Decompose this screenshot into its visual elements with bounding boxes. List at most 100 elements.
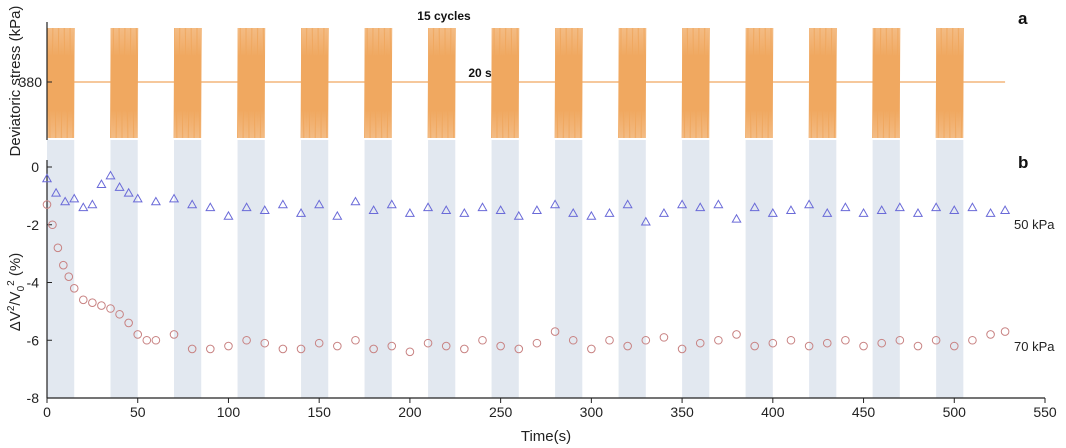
x-tick-label-50: 50: [130, 404, 146, 420]
panel-label-a: a: [1018, 9, 1028, 28]
y-tick-label--2: -2: [27, 217, 40, 233]
point-circle: [641, 335, 651, 345]
stress-envelope-11: [682, 28, 710, 138]
stress-envelope-3: [174, 28, 202, 138]
point-circle: [877, 338, 886, 348]
loading-band-9: [555, 140, 583, 398]
point-triangle: [767, 207, 778, 217]
loading-band-11: [682, 140, 710, 398]
point-circle: [64, 272, 74, 282]
point-triangle: [87, 199, 98, 209]
point-triangle: [967, 202, 978, 212]
point-circle: [133, 330, 143, 339]
stress-block-13: [808, 27, 837, 139]
point-triangle: [114, 182, 125, 191]
point-circle: [986, 330, 995, 339]
point-circle: [714, 335, 723, 345]
stress-block-10: [618, 27, 647, 139]
loading-band-1: [47, 140, 75, 398]
point-triangle: [912, 207, 924, 217]
point-circle: [405, 347, 415, 357]
point-triangle: [477, 202, 488, 212]
stress-block-15: [935, 27, 964, 139]
point-triangle: [277, 199, 288, 209]
point-circle: [124, 318, 133, 328]
stress-block-14: [872, 27, 901, 139]
stress-cycles-15: [935, 27, 964, 139]
point-circle: [423, 338, 433, 348]
stress-envelope-4: [237, 28, 265, 138]
point-triangle: [332, 210, 343, 220]
point-circle: [1000, 327, 1010, 336]
point-circle: [242, 335, 251, 345]
panel-b-y-axis-title: ΔV2/V02 (%): [6, 253, 27, 331]
y-tick-label--6: -6: [27, 332, 40, 348]
point-circle: [314, 338, 324, 348]
point-triangle: [205, 202, 216, 212]
point-triangle: [949, 205, 960, 214]
stress-block-6: [364, 27, 393, 139]
stress-block-2: [110, 27, 139, 139]
stress-cycles-4: [237, 27, 266, 139]
point-circle: [859, 341, 868, 351]
point-triangle: [568, 207, 579, 217]
loading-band-2: [110, 140, 138, 398]
panel-label-b: b: [1018, 153, 1028, 172]
stress-envelope-2: [110, 28, 138, 138]
point-circle: [587, 344, 596, 354]
point-circle: [206, 344, 215, 354]
y-tick-label--4: -4: [27, 275, 40, 291]
point-triangle: [550, 199, 561, 209]
point-triangle: [69, 193, 80, 203]
point-triangle: [314, 199, 325, 209]
stress-cycles-11: [681, 27, 710, 139]
point-triangle: [677, 199, 688, 209]
loading-band-10: [618, 140, 646, 398]
point-triangle: [78, 202, 89, 212]
x-tick-label-550: 550: [1033, 404, 1057, 420]
stress-cycles-7: [427, 27, 456, 139]
stress-block-1: [46, 27, 75, 139]
point-triangle: [804, 199, 815, 209]
stress-cycles-5: [300, 27, 329, 139]
loading-band-4: [237, 140, 265, 398]
stress-block-12: [745, 27, 774, 139]
point-triangle: [459, 207, 470, 217]
point-circle: [478, 335, 487, 345]
point-circle: [732, 330, 741, 339]
stress-cycles-13: [808, 27, 837, 139]
series-label-70kpa: 70 kPa: [1014, 339, 1055, 354]
stress-envelope-15: [936, 28, 964, 138]
point-triangle: [658, 207, 670, 217]
point-triangle: [241, 202, 252, 212]
point-triangle: [187, 199, 198, 209]
point-circle: [142, 335, 152, 345]
point-circle: [568, 335, 578, 345]
point-triangle: [513, 210, 524, 220]
series-1: [41, 170, 1011, 226]
point-triangle: [168, 193, 180, 203]
point-triangle: [105, 170, 116, 180]
panel-a-ticks: 380: [19, 74, 52, 90]
point-circle: [115, 309, 124, 319]
loading-bands-panel-b: [47, 140, 964, 398]
loading-band-8: [491, 140, 519, 398]
point-circle: [841, 335, 850, 345]
point-triangle: [1000, 205, 1011, 214]
point-circle: [53, 243, 63, 253]
point-circle: [677, 344, 687, 354]
point-circle: [296, 344, 306, 354]
stress-block-4: [237, 27, 266, 139]
data-points: [41, 170, 1011, 357]
point-circle: [913, 341, 923, 351]
point-triangle: [132, 193, 143, 203]
panel-a-y-axis-title: Deviatoric stress (kPa): [7, 6, 24, 157]
annotation-15-cycles: 15 cycles: [417, 9, 471, 23]
x-tick-label-350: 350: [670, 404, 694, 420]
point-circle: [695, 338, 705, 348]
point-triangle: [150, 196, 161, 206]
point-circle: [48, 220, 57, 230]
stress-cycles-9: [554, 27, 583, 139]
loading-band-15: [936, 140, 964, 398]
loading-band-14: [872, 140, 900, 398]
